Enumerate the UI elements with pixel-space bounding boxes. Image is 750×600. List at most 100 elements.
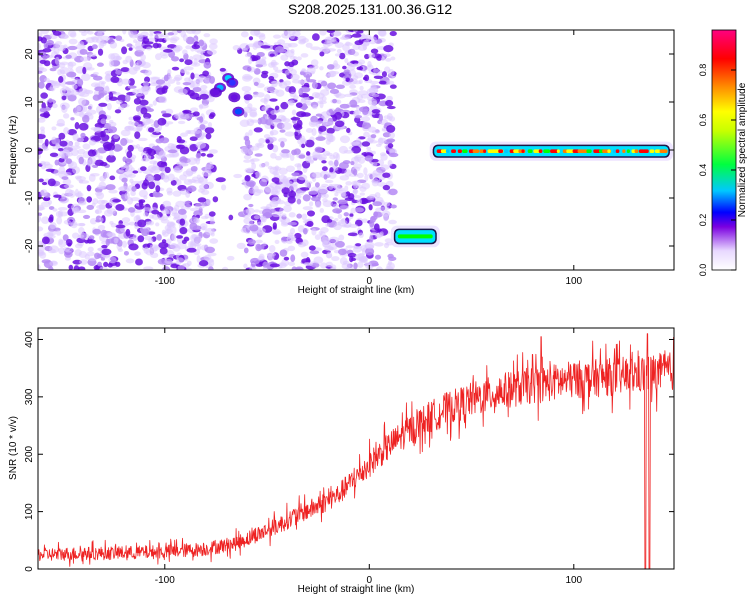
heatmap-speck bbox=[385, 58, 392, 62]
heatmap-speck bbox=[98, 80, 107, 85]
heatmap-speck bbox=[347, 232, 358, 237]
heatmap-speck bbox=[269, 263, 280, 268]
heatmap-speck bbox=[376, 55, 383, 61]
heatmap-speck bbox=[72, 133, 79, 141]
heatmap-speck bbox=[261, 215, 267, 223]
heatmap-speck bbox=[143, 246, 150, 254]
heatmap-band-cell bbox=[457, 149, 462, 153]
heatmap-speck bbox=[199, 123, 206, 130]
heatmap-speck bbox=[340, 192, 347, 197]
heatmap-speck bbox=[198, 188, 206, 193]
heatmap-speck bbox=[167, 149, 178, 154]
heatmap-speck bbox=[368, 53, 376, 59]
heatmap-speck bbox=[333, 60, 338, 68]
heatmap-speck bbox=[162, 174, 169, 180]
heatmap-speck bbox=[38, 144, 45, 148]
heatmap-speck bbox=[369, 216, 376, 223]
heatmap-speck bbox=[272, 144, 279, 153]
heatmap-speck bbox=[121, 46, 128, 55]
heatmap-speck bbox=[160, 137, 170, 144]
heatmap-speck bbox=[287, 195, 296, 204]
heatmap-speck bbox=[106, 207, 116, 215]
heatmap-speck bbox=[277, 108, 286, 113]
heatmap-speck bbox=[344, 185, 349, 192]
heatmap-cluster-core bbox=[230, 94, 238, 101]
heatmap-speck bbox=[297, 241, 307, 248]
heatmap-speck bbox=[107, 263, 113, 268]
heatmap-speck bbox=[126, 197, 134, 205]
heatmap-speck bbox=[335, 84, 345, 90]
spectrogram-ytick-label: -10 bbox=[24, 190, 35, 205]
heatmap-band-cell bbox=[577, 149, 585, 153]
heatmap-speck bbox=[129, 178, 134, 183]
colorbar-tick-label: 0.4 bbox=[698, 164, 708, 177]
heatmap-speck bbox=[183, 66, 194, 71]
heatmap-speck bbox=[115, 224, 126, 229]
heatmap-band-cell bbox=[550, 149, 559, 153]
heatmap-speck bbox=[38, 36, 43, 42]
heatmap-speck bbox=[185, 71, 190, 75]
heatmap-speck bbox=[166, 238, 172, 245]
heatmap-speck bbox=[301, 103, 308, 111]
heatmap-speck bbox=[365, 33, 372, 41]
heatmap-speck bbox=[137, 235, 145, 243]
heatmap-speck bbox=[383, 201, 391, 207]
heatmap-speck bbox=[338, 234, 345, 241]
heatmap-speck bbox=[137, 137, 148, 142]
heatmap-speck bbox=[243, 159, 252, 163]
heatmap-speck bbox=[297, 174, 308, 181]
heatmap-speck bbox=[293, 131, 299, 136]
heatmap-speck bbox=[270, 80, 281, 85]
heatmap-speck bbox=[144, 69, 152, 76]
heatmap-speck bbox=[279, 81, 288, 89]
heatmap-speck bbox=[166, 226, 173, 235]
heatmap-speck bbox=[122, 156, 127, 163]
heatmap-speck bbox=[315, 136, 326, 141]
heatmap-speck bbox=[369, 80, 380, 85]
heatmap-speck bbox=[209, 38, 218, 45]
heatmap-speck bbox=[150, 252, 159, 259]
heatmap-speck bbox=[336, 48, 342, 54]
heatmap-speck bbox=[336, 99, 342, 105]
heatmap-speck bbox=[249, 266, 257, 270]
heatmap-speck bbox=[325, 261, 333, 267]
heatmap-speck bbox=[286, 236, 294, 242]
heatmap-speck bbox=[209, 238, 219, 244]
heatmap-speck bbox=[110, 76, 120, 83]
heatmap-speck bbox=[386, 125, 396, 133]
heatmap-speck bbox=[176, 81, 181, 85]
heatmap-speck bbox=[292, 123, 302, 129]
heatmap-speck bbox=[275, 184, 286, 190]
heatmap-speck bbox=[357, 59, 366, 65]
heatmap-speck bbox=[150, 246, 158, 252]
heatmap-speck bbox=[120, 165, 126, 170]
heatmap-speck bbox=[368, 86, 379, 94]
heatmap-speck bbox=[96, 31, 103, 39]
heatmap-speck bbox=[113, 143, 122, 152]
heatmap-speck bbox=[115, 55, 121, 61]
heatmap-speck bbox=[284, 69, 290, 76]
heatmap-speck bbox=[301, 97, 311, 103]
heatmap-speck bbox=[315, 201, 322, 209]
heatmap-speck bbox=[98, 102, 108, 107]
heatmap-speck bbox=[358, 232, 364, 238]
heatmap-speck bbox=[382, 132, 391, 138]
snr-ytick-label: 300 bbox=[24, 388, 35, 405]
heatmap-speck bbox=[127, 85, 137, 89]
heatmap-band-cell bbox=[513, 149, 520, 153]
heatmap-speck bbox=[77, 148, 86, 155]
heatmap-speck bbox=[342, 65, 347, 70]
heatmap-speck bbox=[142, 85, 149, 91]
heatmap-speck bbox=[264, 116, 270, 120]
heatmap-speck bbox=[298, 88, 304, 96]
heatmap-speck bbox=[287, 245, 296, 252]
heatmap-band-cell bbox=[440, 149, 448, 153]
heatmap-speck bbox=[354, 207, 365, 213]
heatmap-speck bbox=[209, 219, 215, 226]
heatmap-speck bbox=[371, 150, 376, 155]
heatmap-speck bbox=[362, 64, 367, 73]
heatmap-speck bbox=[142, 37, 150, 44]
heatmap-speck bbox=[103, 261, 109, 267]
heatmap-speck bbox=[86, 159, 92, 167]
heatmap-speck bbox=[269, 53, 275, 57]
